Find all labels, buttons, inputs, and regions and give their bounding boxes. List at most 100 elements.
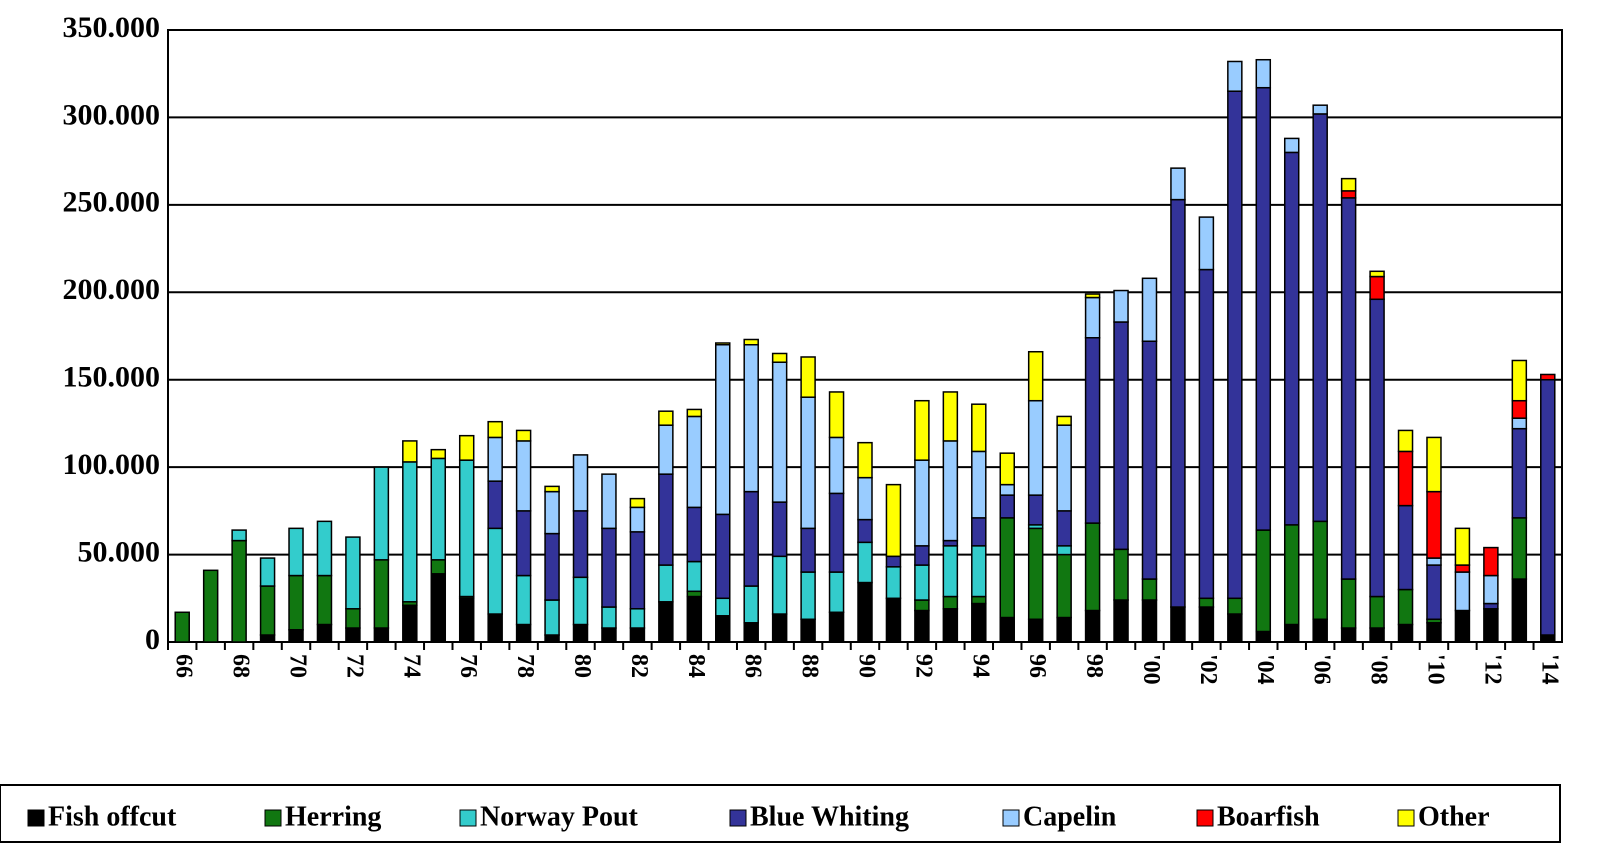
bar-segment — [1511, 359, 1528, 402]
bar-segment — [743, 338, 759, 346]
x-tick-label: 74 — [398, 654, 424, 678]
bar-segment — [402, 461, 418, 603]
bar-segment — [942, 595, 959, 610]
x-tick-label: 92 — [910, 654, 936, 678]
bar-segment — [572, 454, 589, 512]
bar-segment — [686, 595, 703, 643]
bar-segment — [1540, 373, 1556, 381]
bar-segment — [1255, 86, 1272, 531]
legend-label: Blue Whiting — [750, 801, 909, 832]
bar-segment — [601, 627, 617, 643]
bar-segment — [885, 566, 902, 600]
x-tick-label: 98 — [1081, 654, 1107, 678]
bar-segment — [914, 399, 930, 461]
bar-segment — [1511, 517, 1528, 580]
bar-segment — [885, 483, 902, 558]
bar-segment — [1170, 198, 1186, 608]
bar-segment — [1198, 268, 1215, 600]
bar-segment — [800, 571, 816, 621]
bar-segment — [515, 574, 532, 626]
bar-segment — [1454, 564, 1471, 573]
bar-segment — [658, 601, 674, 643]
bar-segment — [1397, 588, 1414, 626]
bar-segment — [1426, 436, 1442, 493]
bar-segment — [1511, 578, 1528, 643]
bar-segment — [629, 627, 646, 643]
bar-segment — [1511, 417, 1528, 430]
bar-segment — [743, 622, 759, 643]
bar-segment — [942, 608, 959, 643]
bar-segment — [1454, 609, 1471, 643]
x-tick-label: 94 — [967, 654, 993, 678]
bar-segment — [1397, 450, 1414, 507]
bar-segment — [971, 602, 987, 643]
bar-segment — [857, 441, 873, 479]
bar-segment — [1312, 618, 1328, 643]
x-tick-label: 70 — [285, 654, 311, 678]
bar-segment — [1227, 597, 1243, 615]
bar-segment — [800, 396, 816, 530]
bar-segment — [1056, 616, 1072, 643]
bar-segment — [1027, 350, 1044, 402]
x-tick-label: 72 — [341, 654, 367, 678]
bar-segment — [629, 497, 646, 509]
x-tick-label: '10 — [1422, 654, 1448, 685]
bar-segment — [828, 611, 845, 643]
bar-segment — [316, 623, 333, 643]
bar-segment — [458, 434, 475, 461]
bar-segment — [231, 539, 247, 643]
bar-segment — [715, 342, 731, 346]
bar-segment — [1340, 177, 1357, 192]
bar-segment — [800, 527, 816, 573]
legend-label: Herring — [285, 801, 381, 832]
bar-segment — [715, 513, 731, 600]
legend-label: Capelin — [1023, 801, 1117, 832]
bar-segment — [544, 599, 560, 636]
bar-segment — [1056, 510, 1072, 547]
bar-segment — [430, 573, 447, 643]
bar-segment — [259, 634, 276, 643]
bar-segment — [202, 569, 219, 643]
bar-segment — [1113, 321, 1129, 551]
bar-segment — [1426, 564, 1442, 621]
bar-segment — [686, 408, 703, 418]
bar-segment — [1084, 522, 1101, 612]
y-tick-label: 250.000 — [63, 186, 161, 219]
bar-segment — [942, 391, 959, 442]
bar-segment — [1283, 137, 1300, 154]
bar-segment — [174, 611, 190, 643]
bar-segment — [1340, 578, 1357, 629]
bar-segment — [1255, 630, 1272, 643]
bar-segment — [971, 595, 987, 605]
y-tick-label: 350.000 — [63, 11, 161, 44]
bar-segment — [971, 545, 987, 598]
bar-segment — [771, 361, 788, 503]
bar-segment — [658, 410, 674, 426]
bar-segment — [857, 581, 873, 643]
bar-segment — [1141, 277, 1158, 342]
bar-segment — [658, 473, 674, 566]
bar-segment — [487, 436, 503, 482]
bar-segment — [629, 608, 646, 629]
legend-swatch — [459, 809, 477, 827]
bar-segment — [515, 623, 532, 643]
bar-segment — [1027, 618, 1044, 643]
bar-segment — [1255, 58, 1272, 89]
bar-segment — [1369, 270, 1385, 278]
bar-segment — [771, 501, 788, 558]
bar-segment — [828, 391, 845, 439]
bar-segment — [857, 518, 873, 544]
bar-segment — [1426, 622, 1442, 643]
bar-segment — [999, 494, 1015, 519]
bar-segment — [1397, 623, 1414, 643]
bar-segment — [487, 527, 503, 615]
x-tick-label: '02 — [1195, 654, 1221, 685]
bar-segment — [743, 490, 759, 587]
bar-segment — [1369, 298, 1385, 598]
bar-segment — [715, 615, 731, 643]
legend-label: Other — [1418, 801, 1490, 832]
bar-segment — [402, 604, 418, 643]
bar-segment — [373, 627, 390, 643]
x-tick-label: '08 — [1366, 654, 1392, 685]
bar-segment — [1454, 571, 1471, 612]
